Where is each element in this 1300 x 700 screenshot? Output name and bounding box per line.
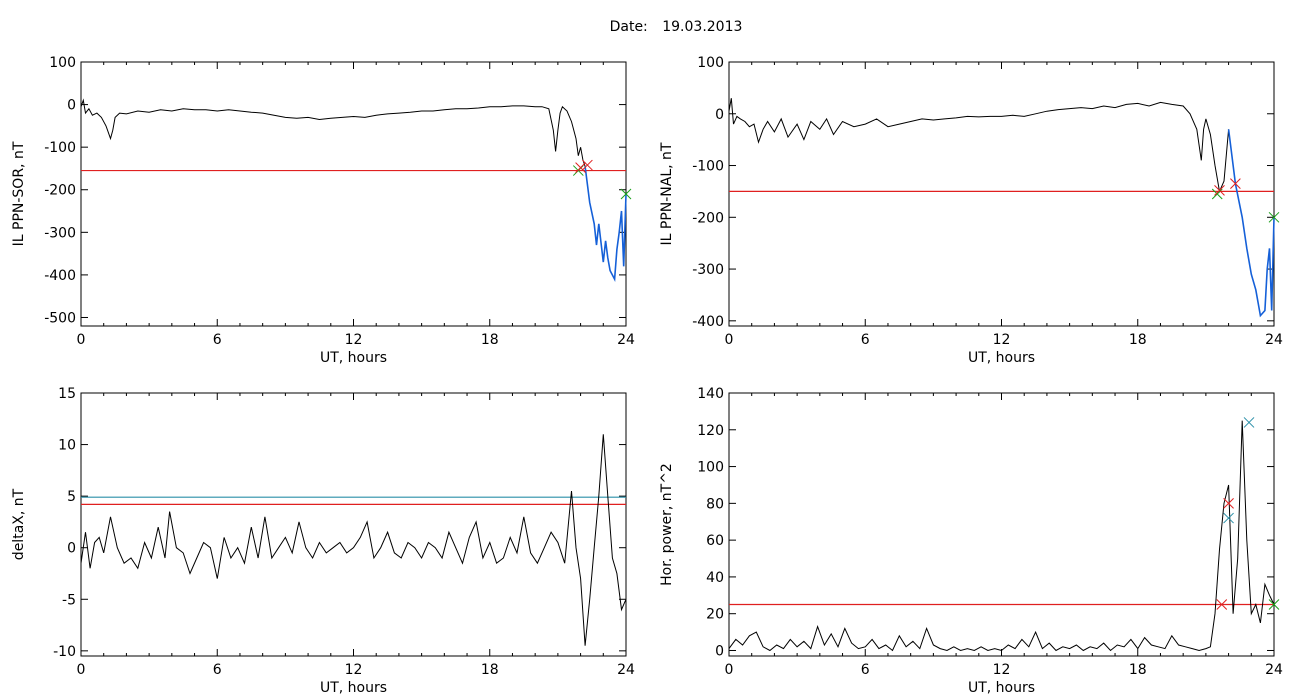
date-label: Date: [609, 19, 648, 35]
y-tick-label: 60 [706, 533, 724, 549]
x-tick-label: 18 [481, 332, 499, 348]
y-tick-label: 0 [67, 541, 76, 557]
x-tick-label: 24 [617, 332, 635, 348]
y-tick-label: -300 [44, 225, 76, 241]
marker-green [572, 165, 584, 176]
marker-red [1223, 497, 1234, 509]
y-tick-label: 0 [67, 98, 76, 114]
marker-red [582, 159, 593, 171]
chart-panel-3: 0 6 12 18 24 15 10 5 0 -5 -10 UT, hours deltaX, nT [11, 386, 635, 696]
x-tick-label: 24 [1265, 662, 1283, 678]
marker-blue [1243, 417, 1255, 428]
event-segment-line [1227, 129, 1275, 318]
y-tick-label: 100 [697, 460, 724, 476]
signal-line [728, 420, 1275, 652]
chart-panel-4: 0 6 12 18 24 140 120 100 80 60 40 20 0 UT, hours Hor. … [659, 386, 1283, 696]
y-axis-label: Hor. power, nT^2 [659, 463, 675, 586]
marker-stroke [575, 162, 586, 173]
x-axis-label: UT, hours [968, 680, 1035, 696]
page-title: Date: 19.03.2013 [0, 19, 1300, 35]
marker-stroke [1214, 185, 1225, 196]
marker-stroke [1211, 188, 1223, 200]
y-axis-label: IL PPN-NAL, nT [659, 142, 675, 245]
x-tick-label: 12 [993, 332, 1011, 348]
x-tick-label: 18 [1129, 662, 1147, 678]
marker-stroke [1216, 599, 1228, 610]
marker-blue [1223, 512, 1234, 524]
x-tick-label: 6 [213, 332, 222, 348]
marker-stroke [572, 165, 584, 176]
signal-line [728, 98, 1230, 194]
chart-panel-2: 0 6 12 18 24 100 0 -100 -200 -300 -400 UT, hours IL … [659, 55, 1283, 366]
marker-red [1216, 599, 1228, 610]
plot-frame [80, 392, 627, 657]
x-axis-label: UT, hours [968, 350, 1035, 366]
x-tick-label: 12 [993, 662, 1011, 678]
x-tick-label: 0 [77, 662, 86, 678]
event-segment-line [584, 166, 627, 283]
y-tick-label: -5 [62, 592, 76, 608]
plot-frame [728, 392, 1275, 657]
y-axis-label: deltaX, nT [11, 488, 27, 560]
y-tick-label: 100 [49, 55, 76, 71]
y-tick-label: 0 [715, 107, 724, 123]
marker-stroke [620, 188, 632, 200]
marker-stroke [1268, 599, 1280, 610]
marker-red [1230, 178, 1241, 190]
x-tick-label: 12 [345, 332, 363, 348]
chart-panel-1: 0 6 12 18 24 100 0 -100 -200 -300 -400 -500 UT, hour… [11, 55, 635, 366]
y-tick-label: -400 [692, 314, 724, 330]
x-axis-label: UT, hours [320, 350, 387, 366]
x-axis-label: UT, hours [320, 680, 387, 696]
plot-frame [728, 61, 1275, 327]
signal-line [80, 98, 586, 167]
y-tick-label: 40 [706, 570, 724, 586]
y-tick-label: 10 [58, 438, 76, 454]
x-tick-label: 24 [617, 662, 635, 678]
y-tick-label: 80 [706, 496, 724, 512]
y-tick-label: -200 [692, 210, 724, 226]
marker-green [620, 188, 632, 200]
y-tick-label: -300 [692, 262, 724, 278]
x-tick-label: 18 [481, 662, 499, 678]
marker-stroke [582, 159, 593, 171]
x-tick-label: 0 [725, 332, 734, 348]
signal-line [80, 434, 627, 646]
marker-stroke [1243, 417, 1255, 428]
y-tick-label: 5 [67, 489, 76, 505]
y-tick-label: -200 [44, 183, 76, 199]
y-tick-label: 140 [697, 386, 724, 402]
y-tick-label: -500 [44, 310, 76, 326]
x-tick-label: 0 [77, 332, 86, 348]
marker-green [1268, 599, 1280, 610]
y-tick-label: -100 [692, 159, 724, 175]
y-tick-label: 120 [697, 423, 724, 439]
marker-green [1211, 188, 1223, 200]
y-tick-label: -10 [53, 644, 76, 660]
y-tick-label: 20 [706, 607, 724, 623]
marker-stroke [1268, 211, 1280, 223]
y-tick-label: -100 [44, 140, 76, 156]
marker-red [1214, 185, 1225, 196]
x-tick-label: 12 [345, 662, 363, 678]
y-tick-label: 15 [58, 386, 76, 402]
marker-green [1268, 211, 1280, 223]
y-axis-label: IL PPN-SOR, nT [11, 141, 27, 246]
y-tick-label: 100 [697, 55, 724, 71]
x-tick-label: 6 [213, 662, 222, 678]
plot-frame [80, 61, 627, 327]
marker-red [575, 162, 586, 173]
marker-stroke [1223, 512, 1234, 524]
x-tick-label: 6 [861, 662, 870, 678]
date-value: 19.03.2013 [662, 19, 743, 35]
x-tick-label: 6 [861, 332, 870, 348]
marker-stroke [1230, 178, 1241, 190]
x-tick-label: 0 [725, 662, 734, 678]
x-tick-label: 18 [1129, 332, 1147, 348]
marker-stroke [1223, 497, 1234, 509]
x-tick-label: 24 [1265, 332, 1283, 348]
y-tick-label: -400 [44, 268, 76, 284]
y-tick-label: 0 [715, 643, 724, 659]
